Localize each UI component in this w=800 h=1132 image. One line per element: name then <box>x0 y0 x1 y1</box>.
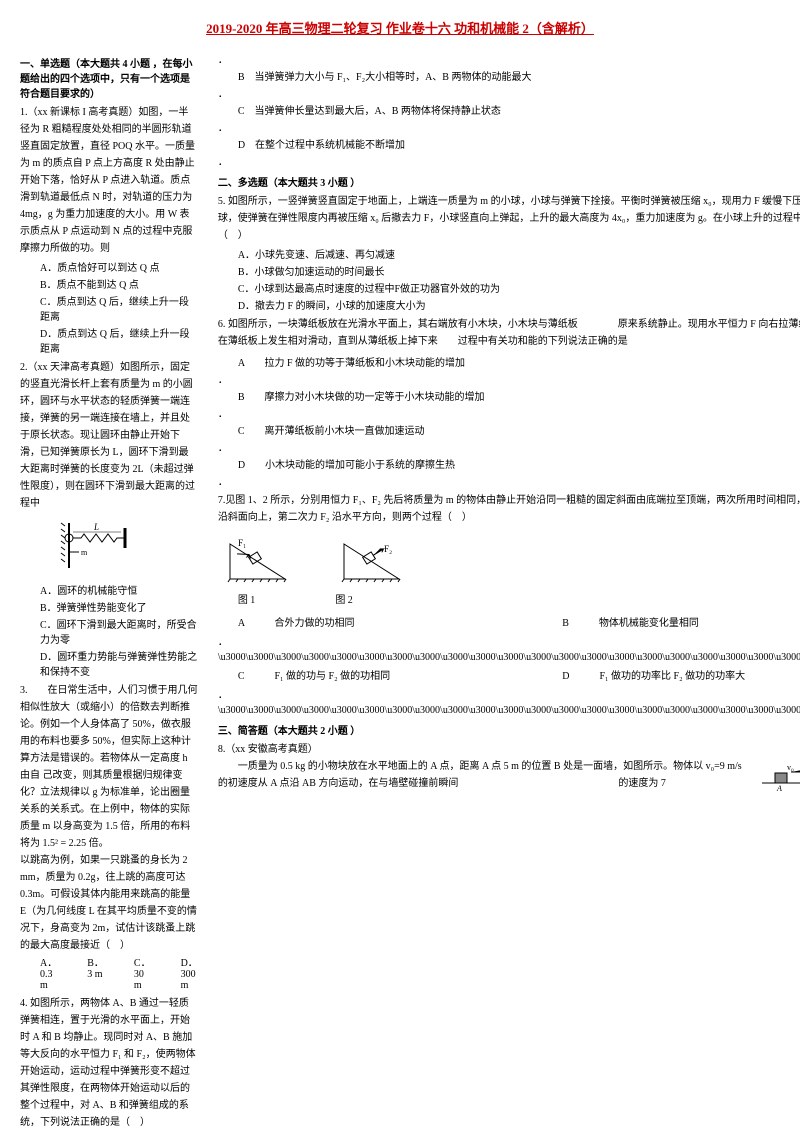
q5-option-b: B．小球做匀加速运动的时间最长 <box>238 263 800 278</box>
question-4: 4. 如图所示，两物体 A、B 通过一轻质弹簧相连，置于光滑的水平面上，开始时 … <box>20 995 198 1132</box>
q5-option-d: D．撤去力 F 的瞬间，小球的加速度大小为 <box>238 297 800 312</box>
q8-stem: 8.（xx 安徽高考真题） <box>218 741 800 758</box>
q7-option-c: C F₁ 做的功与 F₂ 做的功相同 <box>218 667 542 682</box>
q7-option-d: D F₁ 做功的功率比 F₂ 做功的功率大 <box>542 667 800 682</box>
document-title: 2019-2020 年高三物理二轮复习 作业卷十六 功和机械能 2（含解析） <box>20 18 780 37</box>
q3-sub: 以跳高为例，如果一只跳蚤的身长为 2 mm，质量为 0.2g，往上跳的高度可达 … <box>20 852 198 954</box>
section-1-heading: 一、单选题（本大题共 4 小题 ，在每小题给出的四个选项中，只有一个选项是符合题… <box>20 55 198 100</box>
q6-option-d: D 小木块动能的增加可能小于系统的摩擦生热 <box>218 456 800 471</box>
q2-option-b: B．弹簧弹性势能变化了 <box>40 599 198 614</box>
q2-option-c: C．圆环下滑到最大距离时，所受合力为零 <box>40 616 198 646</box>
svg-text:v₀: v₀ <box>787 763 794 772</box>
right-column: ． B 当弹簧弹力大小与 F₁、F₂大小相等时，A、B 两物体的动能最大 ． C… <box>218 49 800 1132</box>
q4-option-b: B 当弹簧弹力大小与 F₁、F₂大小相等时，A、B 两物体的动能最大 <box>218 68 800 83</box>
q2-stem: 2.（xx 天津高考真题）如图所示，固定的竖直光滑长杆上套有质量为 m 的小圆环… <box>20 359 198 512</box>
section-3-heading: 三、简答题（本大题共 2 小题 ） <box>218 722 800 737</box>
q3-option-c: C．30 m <box>134 954 151 991</box>
q7-stem: 7.见图 1、2 所示，分别用恒力 F₁、F₂ 先后将质量为 m 的物体由静止开… <box>218 492 800 526</box>
svg-text:L: L <box>93 522 99 532</box>
question-8: 8.（xx 安徽高考真题） v₀ A B 一质量为 0.5 kg 的小物块放在水… <box>218 741 800 792</box>
question-1: 1.（xx 新课标 I 高考真题）如图，一半径为 R 粗糙程度处处相同的半圆形轨… <box>20 104 198 355</box>
q3-option-b: B．3 m <box>87 954 104 991</box>
question-6: 6. 如图所示，一块薄纸板放在光滑水平面上，其右端放有小木块，小木块与薄纸板 原… <box>218 316 800 488</box>
svg-text:F₁: F₁ <box>238 538 246 548</box>
question-2: 2.（xx 天津高考真题）如图所示，固定的竖直光滑长杆上套有质量为 m 的小圆环… <box>20 359 198 678</box>
q2-option-a: A．圆环的机械能守恒 <box>40 582 198 597</box>
section-2-heading: 二、多选题（本大题共 3 小题 ） <box>218 174 800 189</box>
q8-sub: 一质量为 0.5 kg 的小物块放在水平地面上的 A 点，距离 A 点 5 m … <box>218 758 800 792</box>
q1-stem: 1.（xx 新课标 I 高考真题）如图，一半径为 R 粗糙程度处处相同的半圆形轨… <box>20 104 198 257</box>
q6-stem: 6. 如图所示，一块薄纸板放在光滑水平面上，其右端放有小木块，小木块与薄纸板 原… <box>218 316 800 350</box>
q1-option-c: C．质点到达 Q 后，继续上升一段距离 <box>40 293 198 323</box>
q1-option-a: A．质点恰好可以到达 Q 点 <box>40 259 198 274</box>
q6-option-c: C 离开薄纸板前小木块一直做加速运动 <box>218 422 800 437</box>
fig1-label: 图 1 <box>238 591 256 606</box>
q4-option-c: C 当弹簧伸长量达到最大后，A、B 两物体将保持静止状态 <box>218 102 800 117</box>
left-column: 一、单选题（本大题共 4 小题 ，在每小题给出的四个选项中，只有一个选项是符合题… <box>20 49 198 1132</box>
q5-stem: 5. 如图所示，一竖弹簧竖直固定于地面上，上端连一质量为 m 的小球，小球与弹簧… <box>218 193 800 244</box>
question-3: 3. 在日常生活中，人们习惯于用几何相似性放大（或缩小）的倍数去判断推论。例如一… <box>20 682 198 991</box>
q7-option-b: B 物体机械能变化量相同 <box>542 614 800 629</box>
q3-option-d: D．300 m <box>181 954 198 991</box>
q4-stem: 4. 如图所示，两物体 A、B 通过一轻质弹簧相连，置于光滑的水平面上，开始时 … <box>20 995 198 1131</box>
svg-text:m: m <box>81 548 88 557</box>
question-5: F 5. 如图所示，一竖弹簧竖直固定于地面上，上端连一质量为 m 的小球，小球与… <box>218 193 800 312</box>
q4-option-d: D 在整个过程中系统机械能不断增加 <box>218 136 800 151</box>
q6-option-a: A 拉力 F 做的功等于薄纸板和小木块动能的增加 <box>218 354 800 369</box>
spring-rod-diagram: L m <box>49 518 169 573</box>
q7-option-a: A 合外力做的功相同 <box>218 614 542 629</box>
q1-option-b: B．质点不能到达 Q 点 <box>40 276 198 291</box>
incline-diagram-1: F₁ <box>220 534 300 589</box>
q3-option-a: A．0.3 m <box>40 954 57 991</box>
svg-text:A: A <box>776 784 782 793</box>
q1-option-d: D．质点到达 Q 后，继续上升一段距离 <box>40 325 198 355</box>
incline-diagram-2: F₂ <box>334 534 414 589</box>
q6-option-b: B 摩擦力对小木块做的功一定等于小木块动能的增加 <box>218 388 800 403</box>
q5-option-a: A．小球先变速、后减速、再匀减速 <box>238 246 800 261</box>
question-7: 7.见图 1、2 所示，分别用恒力 F₁、F₂ 先后将质量为 m 的物体由静止开… <box>218 492 800 716</box>
block-wall-diagram: v₀ A B <box>757 758 800 793</box>
fig2-label: 图 2 <box>335 591 353 606</box>
q3-stem: 3. 在日常生活中，人们习惯于用几何相似性放大（或缩小）的倍数去判断推论。例如一… <box>20 682 198 852</box>
q5-option-c: C．小球到达最高点时速度的过程中F做正功器官外效的功为 <box>238 280 800 295</box>
svg-text:F₂: F₂ <box>384 544 392 554</box>
q2-option-d: D．圆环重力势能与弹簧弹性势能之和保持不变 <box>40 648 198 678</box>
